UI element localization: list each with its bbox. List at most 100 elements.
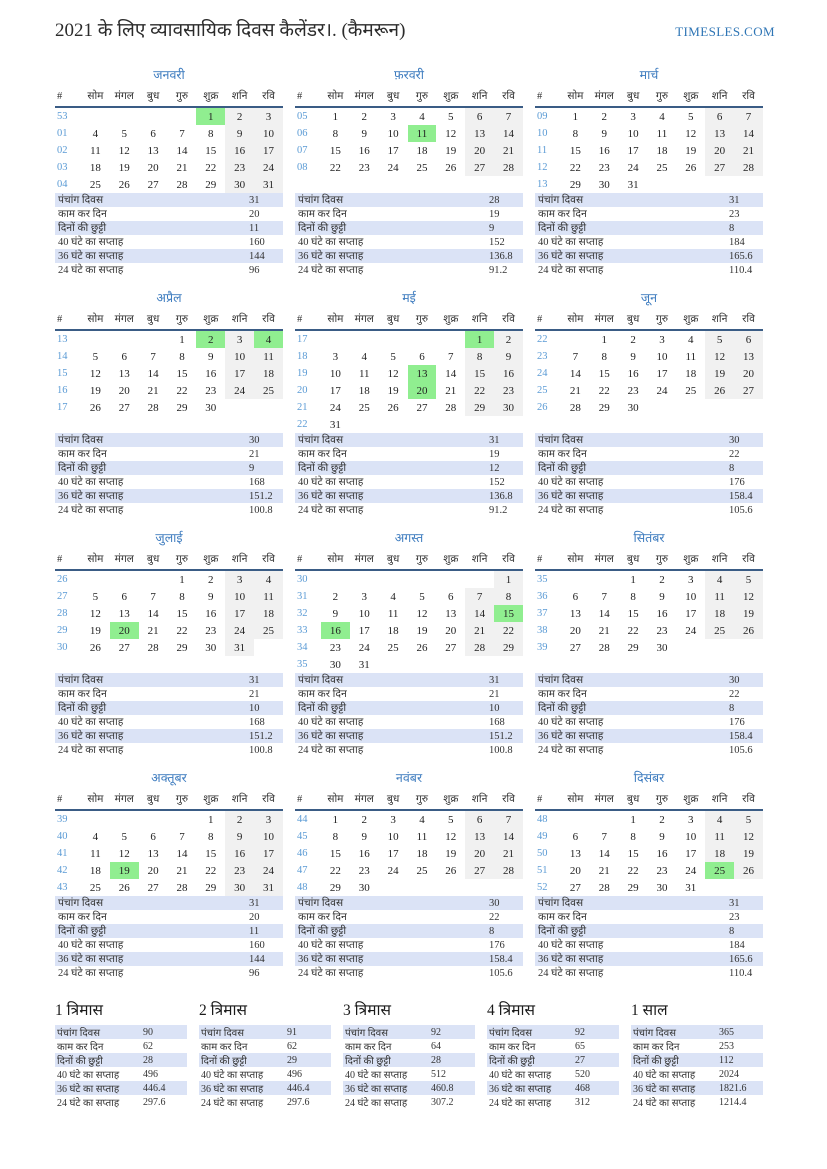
day-header: बुध (618, 311, 648, 331)
stat-value: 8 (729, 702, 735, 714)
stat-row: काम कर दिन 19 (295, 447, 523, 461)
day-cell: 8 (332, 127, 339, 140)
stat-value: 8 (729, 462, 735, 474)
day-header: शनि (705, 551, 735, 571)
stat-label: 24 घंटे का सप्ताह (298, 968, 364, 979)
day-cell (465, 570, 494, 588)
day-cell: 8 (208, 830, 214, 843)
month-calendar: # सोम मंगल बुध गुरु शुक्र शनि रवि 39 1 2 3 40 4 5 6 7 8 9 1… (55, 791, 283, 896)
calendar-week-row: 42 18 19 20 21 22 23 24 (55, 862, 283, 879)
day-cell: 2 (601, 110, 608, 123)
stat-label: 40 घंटे का सप्ताह (58, 477, 124, 488)
day-cell: 8 (208, 127, 214, 140)
stat-row: 24 घंटे का सप्ताह 100.8 (55, 743, 283, 757)
stat-value: 30 (729, 674, 740, 686)
day-cell: 3 (688, 573, 694, 586)
stat-label: 36 घंटे का सप्ताह (58, 731, 124, 742)
timesles-link[interactable]: TIMESLES.COM (675, 24, 775, 39)
day-cell: 9 (659, 590, 665, 603)
stat-value: 168 (249, 476, 265, 488)
summary-block-4: 1 साल पंचांग दिवस 365 काम कर दिन 253 दिनों की… (631, 998, 763, 1109)
day-cell (110, 330, 139, 348)
stat-label: पंचांग दिवस (58, 675, 104, 686)
summary-stats-table: पंचांग दिवस 92 काम कर दिन 65 दिनों की छुट्टी… (487, 1025, 619, 1109)
day-cell: 18 (254, 365, 283, 382)
calendar-week-row: 26 1 2 3 4 (55, 570, 283, 588)
day-cell: 25 (387, 641, 399, 654)
day-header: गुरु (647, 311, 677, 331)
calendar-week-row: 22 1 2 3 4 5 6 (535, 330, 763, 348)
day-cell: 11 (705, 588, 735, 605)
day-cell: 14 (598, 847, 610, 860)
stat-label: काम कर दिन (201, 1042, 248, 1053)
stat-value: 1821.6 (719, 1082, 747, 1094)
day-cell: 2 (494, 330, 523, 348)
holiday-day-cell: 20 (407, 382, 437, 399)
stat-row: काम कर दिन 21 (295, 687, 523, 701)
day-cell: 4 (254, 570, 283, 588)
stat-row: 36 घंटे का सप्ताह 446.4 (55, 1081, 187, 1095)
day-cell (734, 176, 763, 193)
day-cell: 12 (734, 828, 763, 845)
week-number: 13 (537, 179, 548, 190)
stat-row: 36 घंटे का सप्ताह 136.8 (295, 249, 523, 263)
day-cell: 20 (465, 845, 495, 862)
calendar-week-row: 10 8 9 10 11 12 13 14 (535, 125, 763, 142)
calendar-week-row: 43 25 26 27 28 29 30 31 (55, 879, 283, 896)
stat-label: दिनों की छुट्टी (58, 926, 107, 937)
month-6: जुलाई # सोम मंगल बुध गुरु शुक्र शनि रवि 26 1 2 3 4 27 5… (55, 529, 283, 656)
stat-value: 176 (489, 939, 505, 951)
stat-label: दिनों की छुट्टी (489, 1056, 535, 1067)
week-number: 48 (297, 882, 308, 893)
stat-label: काम कर दिन (298, 689, 347, 700)
day-cell: 27 (147, 881, 159, 894)
stat-value: 31 (729, 194, 740, 206)
day-header: मंगल (589, 88, 619, 108)
day-cell: 22 (205, 161, 217, 174)
stat-row: 24 घंटे का सप्ताह 100.8 (55, 503, 283, 517)
calendar-week-row: 13 29 30 31 (535, 176, 763, 193)
day-cell: 12 (89, 607, 101, 620)
day-cell: 1 (572, 110, 579, 123)
day-cell: 1 (179, 573, 185, 586)
week-number: 40 (57, 831, 68, 842)
day-cell: 25 (358, 401, 370, 414)
stat-value: 31 (489, 674, 500, 686)
day-cell: 25 (416, 161, 428, 174)
day-cell: 21 (445, 384, 457, 397)
day-header: शनि (705, 311, 735, 331)
day-cell: 2 (361, 110, 368, 123)
stat-row: दिनों की छुट्टी 12 (295, 461, 523, 475)
day-cell: 3 (390, 813, 396, 826)
stat-label: दिनों की छुट्टी (298, 463, 347, 474)
calendar-week-row: 35 30 31 (295, 656, 523, 673)
day-cell: 22 (569, 161, 581, 174)
calendar-week-row: 49 6 7 8 9 10 11 12 (535, 828, 763, 845)
day-header: सोम (81, 311, 110, 331)
day-cell: 29 (569, 178, 581, 191)
stat-value: 21 (249, 448, 260, 460)
day-cell: 18 (89, 864, 101, 877)
stat-row: 40 घंटे का सप्ताह 176 (535, 715, 763, 729)
day-cell: 26 (685, 161, 697, 174)
day-cell: 21 (494, 845, 523, 862)
stat-label: पंचांग दिवस (538, 898, 584, 909)
day-cell: 8 (572, 127, 579, 140)
day-cell: 30 (225, 176, 255, 193)
day-cell: 25 (656, 161, 668, 174)
day-cell: 10 (627, 127, 639, 140)
day-cell: 18 (416, 847, 428, 860)
day-cell: 25 (89, 881, 101, 894)
day-cell: 7 (150, 590, 156, 603)
stat-value: 92 (431, 1026, 441, 1038)
day-cell: 29 (627, 881, 639, 894)
calendar-week-row: 48 29 30 (295, 879, 523, 896)
day-cell: 24 (225, 382, 255, 399)
stat-label: 40 घंटे का सप्ताह (298, 477, 364, 488)
day-cell: 15 (205, 144, 217, 157)
stat-value: 31 (489, 434, 500, 446)
stat-row: 24 घंटे का सप्ताह 96 (55, 966, 283, 980)
day-cell: 26 (705, 382, 735, 399)
stat-label: पंचांग दिवस (201, 1028, 244, 1039)
week-number: 39 (537, 642, 548, 653)
